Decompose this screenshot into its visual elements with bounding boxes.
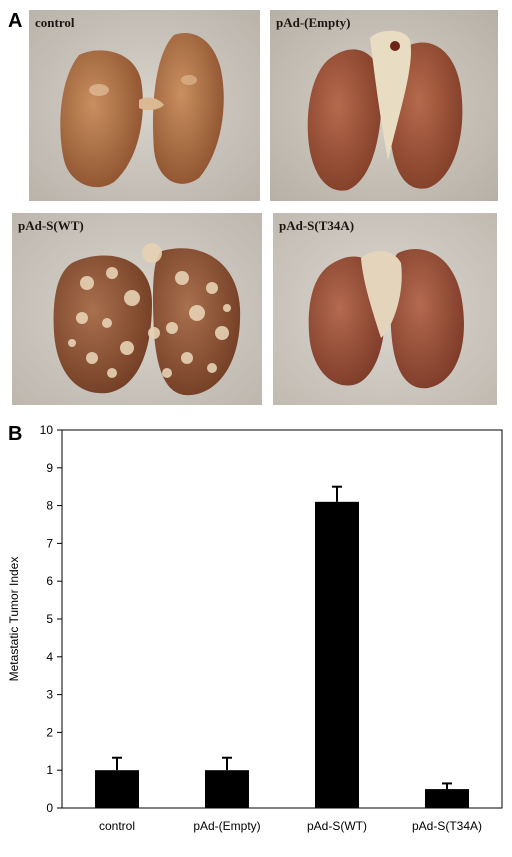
photo-pad-s-wt: pAd-S(WT): [12, 213, 262, 405]
y-tick-label: 9: [46, 461, 53, 475]
y-tick-label: 8: [46, 499, 53, 513]
photo-label: pAd-S(WT): [18, 218, 84, 233]
y-tick-label: 5: [46, 612, 53, 626]
bar: [205, 770, 249, 808]
y-tick-label: 7: [46, 536, 53, 550]
y-tick-label: 0: [46, 801, 53, 815]
photo-label: pAd-(Empty): [276, 15, 351, 30]
bar-chart: 0 1 2 3 4 5 6 7 8 9 10 Metastatic Tumor Index contro…: [0, 418, 512, 852]
y-tick-label: 10: [40, 423, 54, 437]
y-tick-label: 6: [46, 574, 53, 588]
photo-control: control: [29, 10, 260, 201]
x-tick-label: pAd-S(T34A): [412, 819, 482, 833]
bar: [95, 770, 139, 808]
plot-frame: [61, 429, 503, 809]
y-tick-label: 2: [46, 725, 53, 739]
lung-illustration: [12, 213, 262, 405]
y-axis-label: Metastatic Tumor Index: [7, 557, 21, 682]
chart-svg: 0 1 2 3 4 5 6 7 8 9 10 Metastatic Tumor Index contro…: [7, 423, 503, 833]
lung-illustration: [270, 10, 498, 201]
photo-pad-empty: pAd-(Empty): [270, 10, 498, 201]
panel-a-letter: A: [8, 10, 23, 32]
bar: [425, 789, 469, 808]
photo-label: pAd-S(T34A): [279, 218, 355, 233]
lung-illustration: [29, 10, 260, 201]
y-tick-label: 1: [46, 763, 53, 777]
x-tick-label: pAd-(Empty): [193, 819, 260, 833]
panel-b-letter: B: [8, 423, 23, 445]
bar: [315, 501, 359, 808]
y-tick-label: 3: [46, 688, 53, 702]
photo-label: control: [35, 15, 75, 30]
x-tick-label: pAd-S(WT): [307, 819, 367, 833]
lung-illustration: [273, 213, 497, 405]
y-tick-label: 4: [46, 650, 53, 664]
photo-pad-s-t34a: pAd-S(T34A): [273, 213, 497, 405]
x-tick-label: control: [99, 819, 135, 833]
